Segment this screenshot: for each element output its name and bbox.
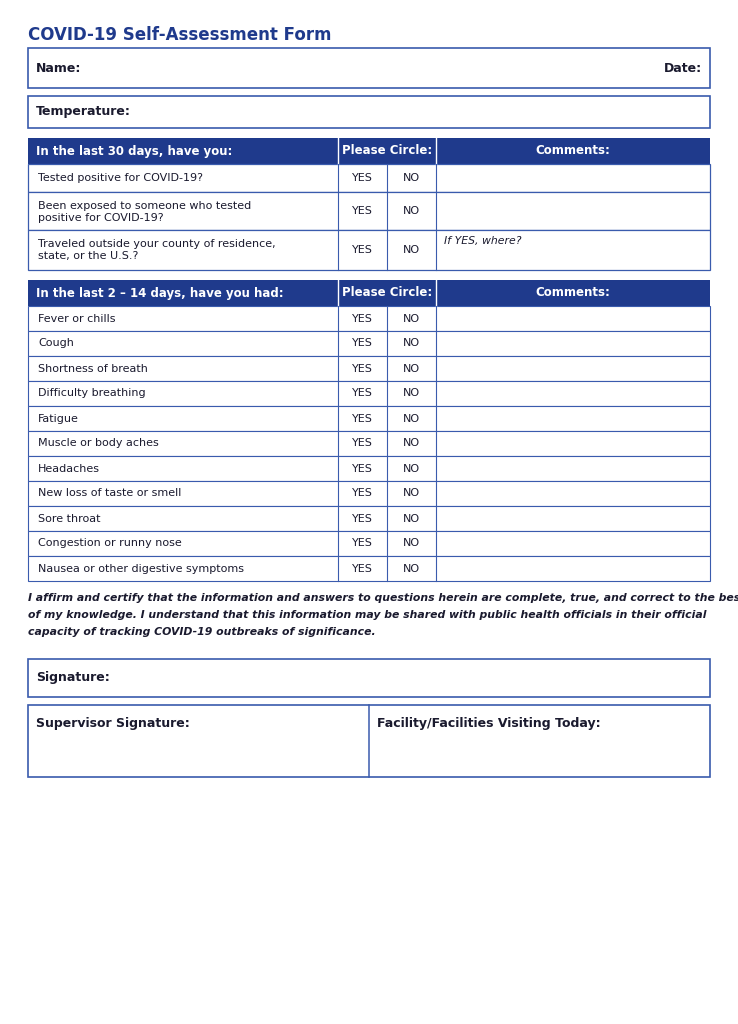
Text: Comments:: Comments: <box>536 287 610 299</box>
FancyBboxPatch shape <box>28 193 710 230</box>
Text: Shortness of breath: Shortness of breath <box>38 364 148 374</box>
Text: Facility/Facilities Visiting Today:: Facility/Facilities Visiting Today: <box>377 717 601 730</box>
Text: YES: YES <box>352 245 373 255</box>
Text: positive for COVID-19?: positive for COVID-19? <box>38 213 164 223</box>
Text: NO: NO <box>403 173 420 183</box>
Text: NO: NO <box>403 388 420 398</box>
Text: YES: YES <box>352 339 373 348</box>
Text: Traveled outside your county of residence,: Traveled outside your county of residenc… <box>38 239 275 249</box>
FancyBboxPatch shape <box>28 381 710 406</box>
FancyBboxPatch shape <box>28 48 710 88</box>
FancyBboxPatch shape <box>28 659 710 697</box>
Text: NO: NO <box>403 539 420 549</box>
Text: YES: YES <box>352 563 373 573</box>
Text: YES: YES <box>352 539 373 549</box>
Text: YES: YES <box>352 488 373 499</box>
Text: YES: YES <box>352 364 373 374</box>
Text: YES: YES <box>352 388 373 398</box>
Text: Tested positive for COVID-19?: Tested positive for COVID-19? <box>38 173 203 183</box>
FancyBboxPatch shape <box>28 506 710 531</box>
Text: capacity of tracking COVID-19 outbreaks of significance.: capacity of tracking COVID-19 outbreaks … <box>28 627 376 637</box>
FancyBboxPatch shape <box>28 481 710 506</box>
Text: NO: NO <box>403 488 420 499</box>
Text: Supervisor Signature:: Supervisor Signature: <box>36 717 190 730</box>
Text: If YES, where?: If YES, where? <box>444 237 522 246</box>
Text: Please Circle:: Please Circle: <box>342 287 432 299</box>
Text: YES: YES <box>352 313 373 324</box>
Text: of my knowledge. I understand that this information may be shared with public he: of my knowledge. I understand that this … <box>28 610 706 620</box>
Text: NO: NO <box>403 245 420 255</box>
Text: Cough: Cough <box>38 339 74 348</box>
Text: YES: YES <box>352 438 373 449</box>
Text: Congestion or runny nose: Congestion or runny nose <box>38 539 182 549</box>
Text: Muscle or body aches: Muscle or body aches <box>38 438 159 449</box>
Text: Difficulty breathing: Difficulty breathing <box>38 388 145 398</box>
Text: In the last 30 days, have you:: In the last 30 days, have you: <box>36 144 232 158</box>
Text: Headaches: Headaches <box>38 464 100 473</box>
Text: Fever or chills: Fever or chills <box>38 313 116 324</box>
Text: NO: NO <box>403 513 420 523</box>
FancyBboxPatch shape <box>28 431 710 456</box>
Text: YES: YES <box>352 173 373 183</box>
FancyBboxPatch shape <box>28 164 710 193</box>
Text: Temperature:: Temperature: <box>36 105 131 119</box>
FancyBboxPatch shape <box>28 356 710 381</box>
FancyBboxPatch shape <box>28 280 710 306</box>
FancyBboxPatch shape <box>28 556 710 581</box>
Text: YES: YES <box>352 414 373 424</box>
Text: Signature:: Signature: <box>36 672 110 684</box>
Text: Sore throat: Sore throat <box>38 513 100 523</box>
Text: state, or the U.S.?: state, or the U.S.? <box>38 251 139 261</box>
Text: NO: NO <box>403 563 420 573</box>
Text: Please Circle:: Please Circle: <box>342 144 432 158</box>
FancyBboxPatch shape <box>28 705 710 777</box>
Text: I affirm and certify that the information and answers to questions herein are co: I affirm and certify that the informatio… <box>28 593 738 603</box>
Text: Fatigue: Fatigue <box>38 414 79 424</box>
FancyBboxPatch shape <box>28 456 710 481</box>
Text: YES: YES <box>352 206 373 216</box>
FancyBboxPatch shape <box>28 331 710 356</box>
Text: NO: NO <box>403 438 420 449</box>
Text: In the last 2 – 14 days, have you had:: In the last 2 – 14 days, have you had: <box>36 287 283 299</box>
Text: COVID-19 Self-Assessment Form: COVID-19 Self-Assessment Form <box>28 26 331 44</box>
Text: NO: NO <box>403 206 420 216</box>
Text: NO: NO <box>403 313 420 324</box>
Text: Name:: Name: <box>36 61 81 75</box>
Text: NO: NO <box>403 414 420 424</box>
FancyBboxPatch shape <box>28 138 710 164</box>
Text: NO: NO <box>403 339 420 348</box>
FancyBboxPatch shape <box>28 230 710 270</box>
FancyBboxPatch shape <box>28 406 710 431</box>
Text: YES: YES <box>352 513 373 523</box>
FancyBboxPatch shape <box>28 96 710 128</box>
Text: Comments:: Comments: <box>536 144 610 158</box>
Text: Nausea or other digestive symptoms: Nausea or other digestive symptoms <box>38 563 244 573</box>
FancyBboxPatch shape <box>28 531 710 556</box>
Text: Been exposed to someone who tested: Been exposed to someone who tested <box>38 201 251 211</box>
FancyBboxPatch shape <box>28 306 710 331</box>
Text: YES: YES <box>352 464 373 473</box>
Text: New loss of taste or smell: New loss of taste or smell <box>38 488 182 499</box>
Text: NO: NO <box>403 364 420 374</box>
Text: NO: NO <box>403 464 420 473</box>
Text: Date:: Date: <box>664 61 702 75</box>
